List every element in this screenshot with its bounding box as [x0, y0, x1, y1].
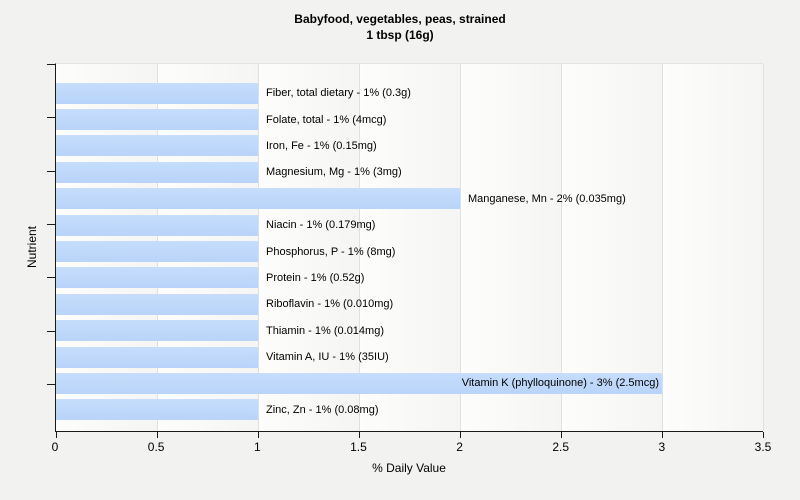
- gridline: [460, 64, 461, 431]
- y-tick-mark: [47, 117, 56, 118]
- bar-row: Iron, Fe - 1% (0.15mg): [56, 133, 763, 159]
- bar-label: Thiamin - 1% (0.014mg): [266, 324, 384, 337]
- bar-row: Phosphorus, P - 1% (8mg): [56, 238, 763, 264]
- bar-label: Phosphorus, P - 1% (8mg): [266, 245, 396, 258]
- x-tick-label: 1.5: [350, 440, 367, 454]
- bar-label: Vitamin K (phylloquinone) - 3% (2.5mcg): [461, 377, 659, 390]
- bar: [56, 241, 258, 263]
- bar-label: Manganese, Mn - 2% (0.035mg): [468, 192, 626, 205]
- bar-row: Zinc, Zn - 1% (0.08mg): [56, 397, 763, 423]
- x-tick-mark: [763, 432, 764, 438]
- x-tick-mark: [460, 432, 461, 438]
- bar: [56, 161, 258, 183]
- bar: [56, 399, 258, 421]
- chart-title: Babyfood, vegetables, peas, strained: [294, 12, 506, 26]
- bar-label: Fiber, total dietary - 1% (0.3g): [266, 87, 411, 100]
- bar: [56, 214, 258, 236]
- gridline: [258, 64, 259, 431]
- x-tick-label: 0.5: [147, 440, 165, 454]
- bar: [56, 293, 258, 315]
- y-tick-mark: [47, 224, 56, 225]
- x-tick-label: 1: [253, 440, 261, 454]
- bar-label: Protein - 1% (0.52g): [266, 271, 365, 284]
- bar-row: Manganese, Mn - 2% (0.035mg): [56, 186, 763, 212]
- bar-row: Fiber, total dietary - 1% (0.3g): [56, 80, 763, 106]
- bar-label: Niacin - 1% (0.179mg): [266, 219, 376, 232]
- x-tick-label: 3: [658, 440, 666, 454]
- x-tick-mark: [359, 432, 360, 438]
- bar: [56, 320, 258, 342]
- bar-row: Vitamin A, IU - 1% (35IU): [56, 344, 763, 370]
- y-axis-title: Nutrient: [25, 225, 39, 269]
- bar-row: Niacin - 1% (0.179mg): [56, 212, 763, 238]
- bar-row: Riboflavin - 1% (0.010mg): [56, 291, 763, 317]
- bar-row: Folate, total - 1% (4mcg): [56, 106, 763, 132]
- bar: [56, 82, 258, 104]
- x-tick-label: 2: [456, 440, 463, 454]
- x-tick-mark: [662, 432, 663, 438]
- bar-label: Vitamin A, IU - 1% (35IU): [266, 351, 389, 364]
- bar: [56, 135, 258, 157]
- chart-header: Babyfood, vegetables, peas, strained 1 t…: [0, 11, 800, 43]
- bar-label: Magnesium, Mg - 1% (3mg): [266, 166, 402, 179]
- bar-label: Folate, total - 1% (4mcg): [266, 113, 387, 126]
- x-tick-mark: [157, 432, 158, 438]
- gridline: [359, 64, 360, 431]
- chart-subtitle: 1 tbsp (16g): [366, 28, 434, 42]
- x-tick-mark: [561, 432, 562, 438]
- x-axis-title: % Daily Value: [372, 461, 446, 475]
- bar: [56, 267, 258, 289]
- y-tick-mark: [47, 171, 56, 172]
- bar: [56, 346, 258, 368]
- y-tick-mark: [47, 331, 56, 332]
- bar-label: Iron, Fe - 1% (0.15mg): [266, 139, 377, 152]
- bar-rows-container: Fiber, total dietary - 1% (0.3g) Folate, …: [56, 64, 763, 431]
- x-tick-label: 0: [51, 440, 59, 454]
- bar: [56, 188, 460, 210]
- gridline: [662, 64, 663, 431]
- y-tick-mark: [47, 277, 56, 278]
- plot-area: Fiber, total dietary - 1% (0.3g) Folate, …: [47, 63, 764, 438]
- x-tick-mark: [56, 432, 57, 438]
- gridline: [763, 64, 764, 431]
- y-tick-mark: [47, 64, 56, 65]
- x-tick-label: 2.5: [552, 440, 570, 454]
- bar-row: Vitamin K (phylloquinone) - 3% (2.5mcg): [56, 370, 763, 396]
- bar: Vitamin K (phylloquinone) - 3% (2.5mcg): [56, 372, 662, 394]
- bar-label: Riboflavin - 1% (0.010mg): [266, 298, 394, 311]
- x-tick-label: 3.5: [754, 440, 772, 454]
- bar-row: Magnesium, Mg - 1% (3mg): [56, 159, 763, 185]
- y-tick-mark: [47, 384, 56, 385]
- bar-row: Protein - 1% (0.52g): [56, 265, 763, 291]
- gridline: [561, 64, 562, 431]
- bar-row: Thiamin - 1% (0.014mg): [56, 318, 763, 344]
- x-tick-mark: [258, 432, 259, 438]
- bar: [56, 109, 258, 131]
- bar-label: Zinc, Zn - 1% (0.08mg): [266, 403, 379, 416]
